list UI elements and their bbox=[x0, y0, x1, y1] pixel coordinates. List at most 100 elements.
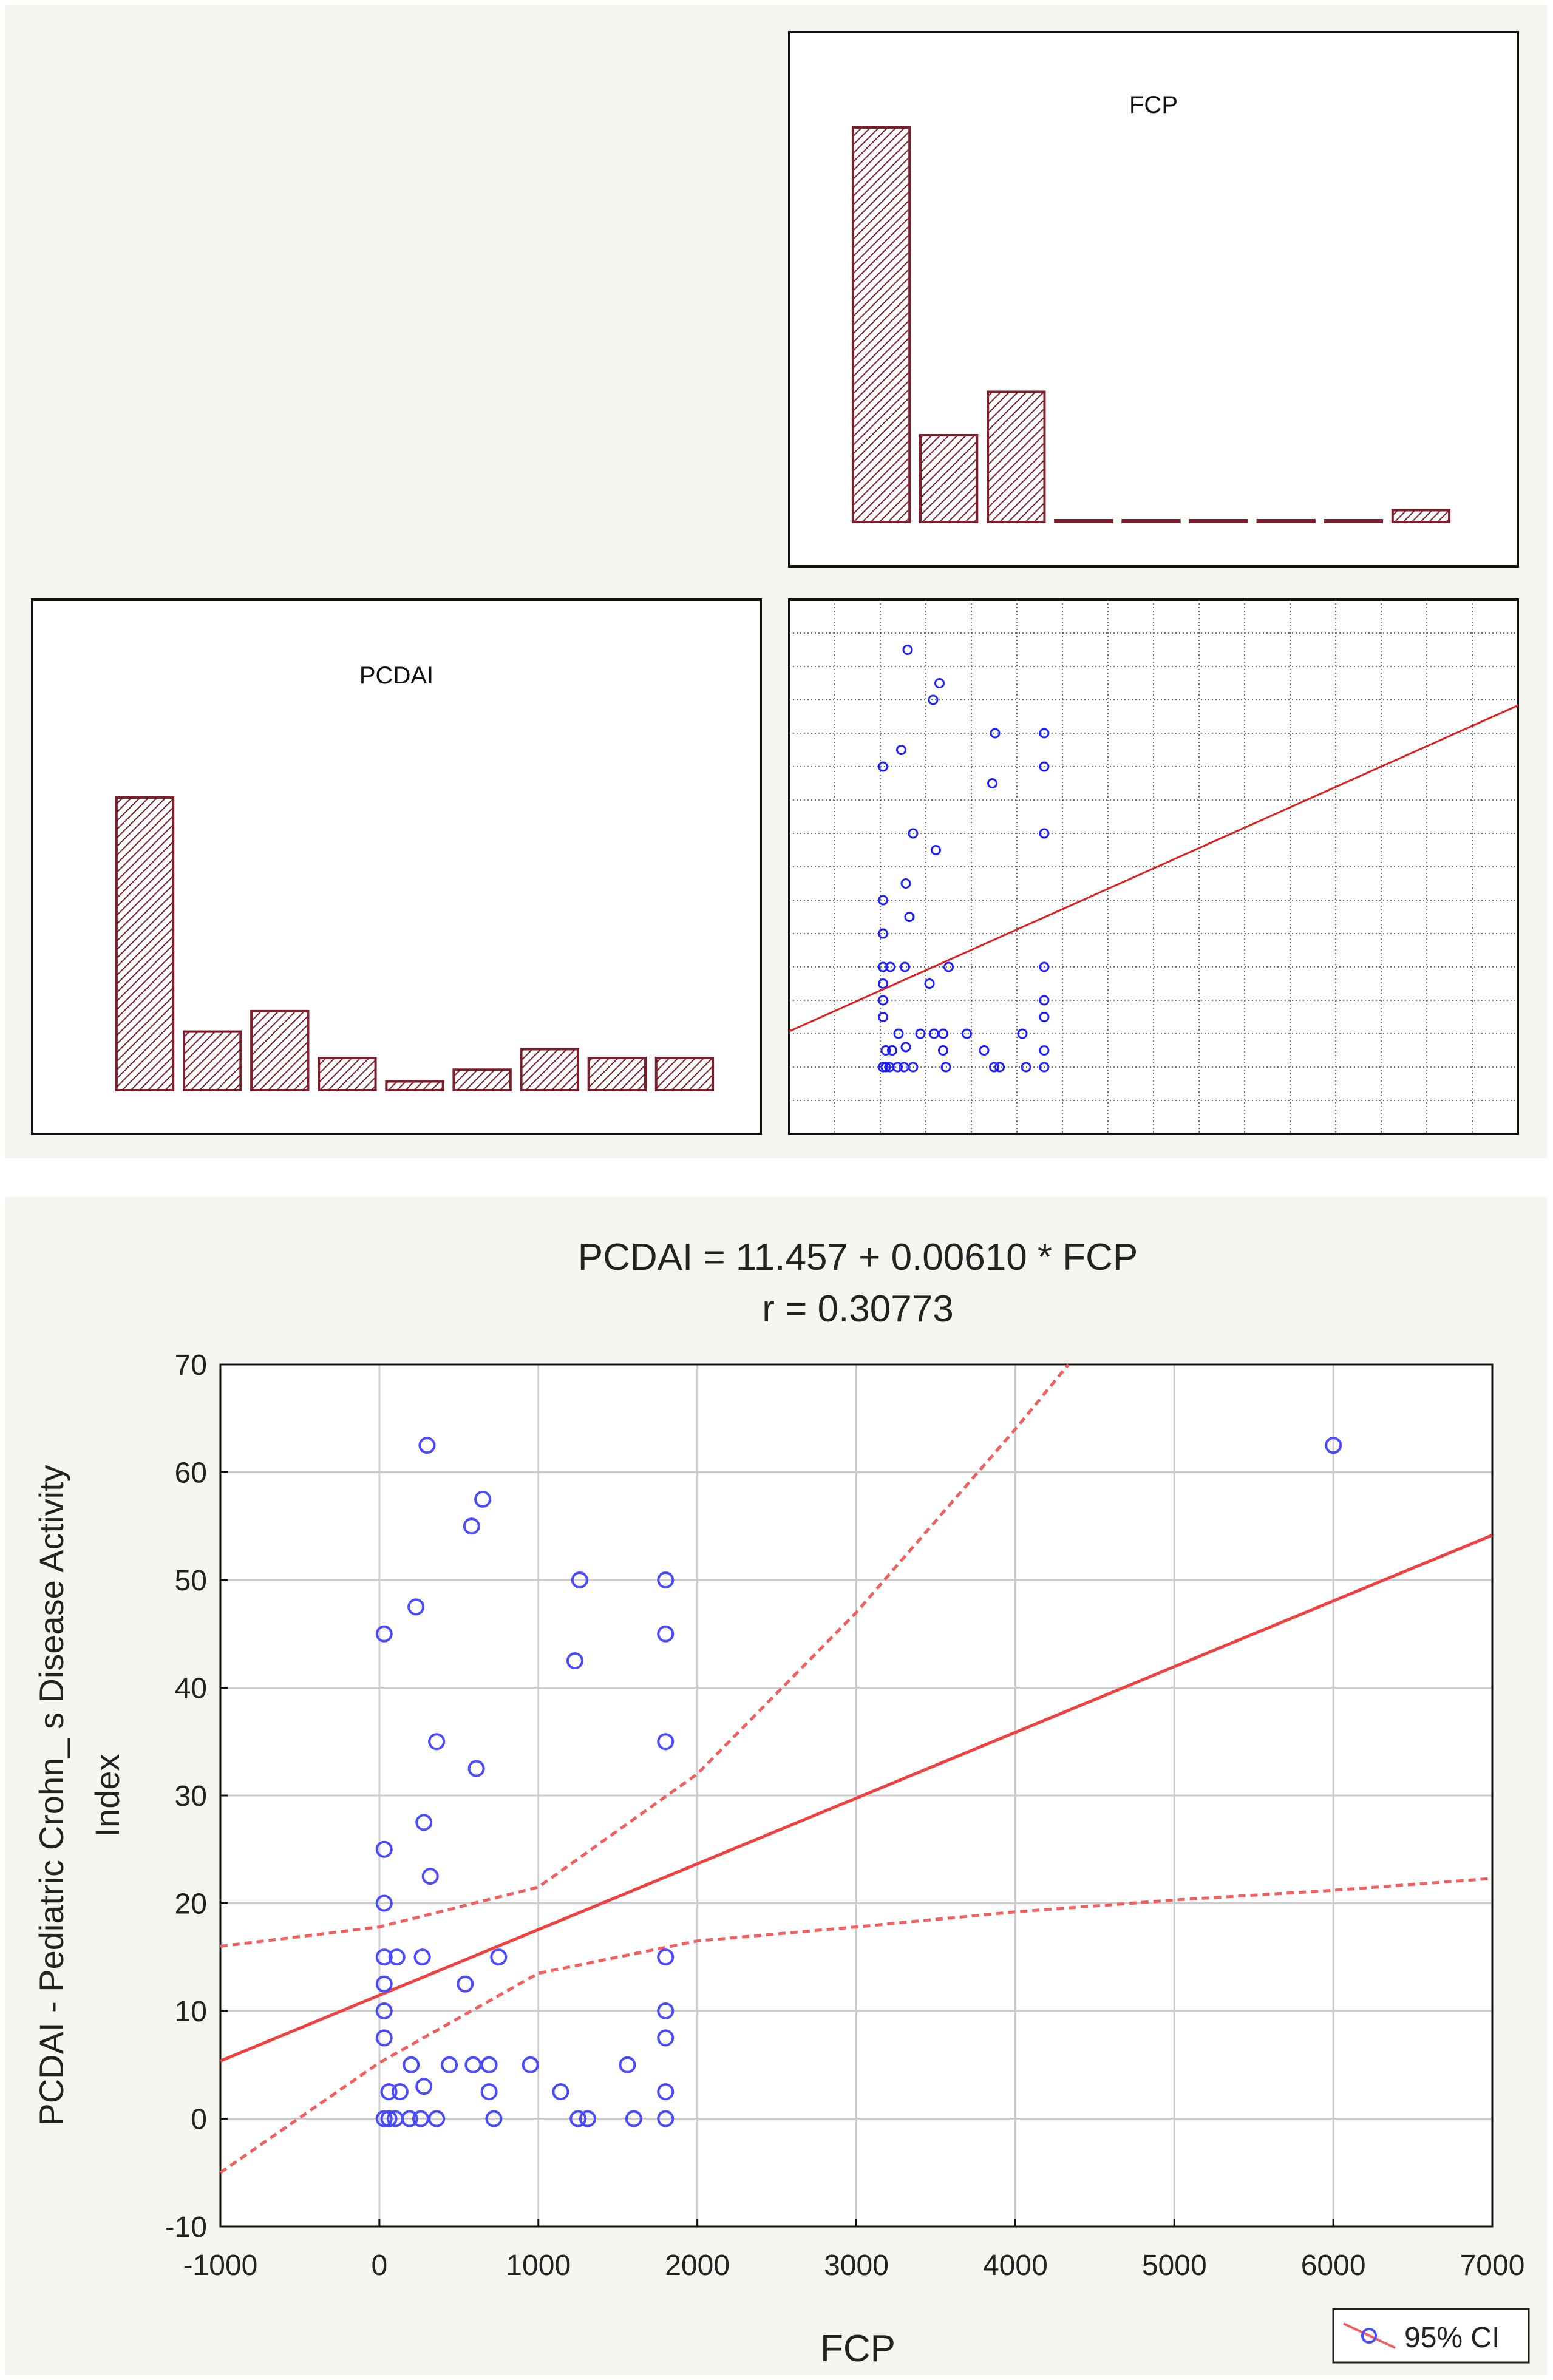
scatter-point bbox=[375, 1625, 393, 1643]
legend-label: 95% CI bbox=[1404, 2322, 1500, 2354]
small-scatter-point bbox=[900, 878, 911, 889]
pcdai-bars bbox=[115, 796, 715, 1092]
small-scatter-point bbox=[887, 1045, 897, 1056]
small-scatter-point bbox=[878, 961, 888, 972]
scatter-point bbox=[380, 2083, 398, 2101]
small-scatter-point bbox=[885, 961, 895, 972]
scatter-point bbox=[401, 2110, 418, 2127]
small-scatter-point bbox=[908, 1062, 919, 1073]
scatter-point bbox=[579, 2110, 596, 2127]
small-scatter-point bbox=[943, 961, 954, 972]
scatter-point bbox=[375, 2029, 393, 2047]
x-tick-label: 2000 bbox=[665, 2249, 730, 2282]
small-scatter-point bbox=[934, 678, 945, 688]
small-scatter-point bbox=[1039, 1012, 1050, 1022]
matrix-plot-svg: FCP PCDAI bbox=[31, 31, 1519, 1135]
scatter-point bbox=[415, 1814, 433, 1831]
fcp-histogram-bar bbox=[919, 434, 979, 523]
small-scatter-point bbox=[1039, 761, 1050, 772]
pcdai-histogram-bar bbox=[115, 796, 175, 1091]
small-scatter-point bbox=[892, 1062, 903, 1073]
small-regression-line bbox=[789, 704, 1518, 1032]
x-tick-label: 3000 bbox=[824, 2249, 889, 2282]
scatter-point bbox=[467, 1760, 485, 1777]
legend-line-swatch bbox=[1343, 2322, 1396, 2349]
pcdai-histogram-title: PCDAI bbox=[359, 662, 433, 689]
scatter-point bbox=[428, 1733, 446, 1751]
small-scatter-grid bbox=[789, 600, 1518, 1134]
y-tick-label: 40 bbox=[175, 1673, 207, 1705]
small-scatter-point bbox=[1021, 1062, 1031, 1073]
small-scatter-point bbox=[1039, 995, 1050, 1006]
scatter-point bbox=[522, 2056, 539, 2073]
scatter-point bbox=[375, 2002, 393, 2019]
scatter-point bbox=[657, 1571, 675, 1588]
small-scatter-point bbox=[979, 1045, 990, 1056]
scatter-point bbox=[571, 1571, 588, 1588]
small-scatter-point bbox=[878, 1012, 888, 1022]
scatter-point bbox=[428, 2110, 446, 2127]
fcp-histogram: FCP bbox=[788, 31, 1519, 568]
small-scatter-point bbox=[908, 828, 919, 839]
small-scatter-point bbox=[900, 961, 910, 972]
scatter-point bbox=[441, 2056, 458, 2073]
fcp-histogram-title: FCP bbox=[1129, 92, 1178, 118]
scatter-point bbox=[1325, 1437, 1342, 1454]
small-scatter-point bbox=[1039, 828, 1050, 839]
pcdai-histogram-bar bbox=[587, 1056, 647, 1091]
scatter-point bbox=[464, 2056, 482, 2073]
x-tick-label: 4000 bbox=[983, 2249, 1048, 2282]
fcp-bars bbox=[851, 126, 1451, 523]
small-scatter-point bbox=[878, 995, 888, 1006]
legend: 95% CI bbox=[1332, 2308, 1530, 2364]
scatter-point bbox=[388, 1948, 406, 1966]
small-scatter-point bbox=[924, 978, 935, 989]
small-scatter-point bbox=[940, 1062, 951, 1073]
pcdai-histogram-bar bbox=[385, 1080, 444, 1092]
scatter-point bbox=[375, 1840, 393, 1858]
small-scatter-point bbox=[878, 928, 888, 939]
pcdai-histogram-bar bbox=[183, 1030, 242, 1091]
scatter-point bbox=[415, 2078, 433, 2095]
scatter-point bbox=[391, 2083, 409, 2101]
small-scatter-point bbox=[880, 1062, 891, 1073]
grid bbox=[220, 1365, 1492, 2226]
pcdai-histogram-bar bbox=[250, 1009, 310, 1091]
scatter-point bbox=[657, 2029, 675, 2047]
x-tick-label: 6000 bbox=[1301, 2249, 1366, 2282]
scatter-point bbox=[485, 2110, 503, 2127]
scatter-point bbox=[457, 1975, 474, 1993]
small-scatter-point bbox=[896, 745, 906, 755]
pcdai-histogram-bar bbox=[520, 1048, 579, 1092]
scatter-point bbox=[490, 1948, 508, 1966]
y-tick-label: 20 bbox=[175, 1888, 207, 1921]
fcp-histogram-bar bbox=[987, 390, 1046, 523]
small-scatter-point bbox=[962, 1028, 972, 1039]
scatter-plot-panel: PCDAI = 11.457 + 0.00610 * FCP r = 0.307… bbox=[5, 1197, 1547, 2375]
scatter-point bbox=[657, 2002, 675, 2019]
scatter-points bbox=[375, 1437, 1342, 2127]
scatter-point bbox=[474, 1490, 492, 1508]
scatter-point bbox=[375, 1948, 393, 1966]
scatter-point bbox=[657, 2083, 675, 2101]
fcp-histogram-bar bbox=[1189, 519, 1248, 523]
small-scatter-point bbox=[878, 895, 888, 906]
scatter-point bbox=[418, 1437, 436, 1454]
scatter-point bbox=[657, 1948, 675, 1966]
small-scatter-point bbox=[1039, 1045, 1050, 1056]
scatter-point bbox=[657, 2110, 675, 2127]
scatter-point bbox=[569, 2110, 587, 2127]
legend-marker-icon bbox=[1361, 2328, 1377, 2344]
ci-upper-curve bbox=[220, 1363, 1070, 1948]
fcp-histogram-bar bbox=[851, 126, 911, 523]
scatter-point bbox=[552, 2083, 569, 2101]
x-tick-label: -1000 bbox=[183, 2249, 258, 2282]
small-scatter-point bbox=[1039, 728, 1050, 739]
y-tick-label: 30 bbox=[175, 1780, 207, 1812]
y-tick-label: 60 bbox=[175, 1457, 207, 1490]
y-axis-label-line-2: Index bbox=[88, 1754, 126, 1837]
scatter-point bbox=[463, 1517, 480, 1535]
small-scatter-point bbox=[904, 912, 915, 922]
scatter-point bbox=[375, 1894, 393, 1912]
fcp-histogram-bar bbox=[1121, 519, 1181, 523]
